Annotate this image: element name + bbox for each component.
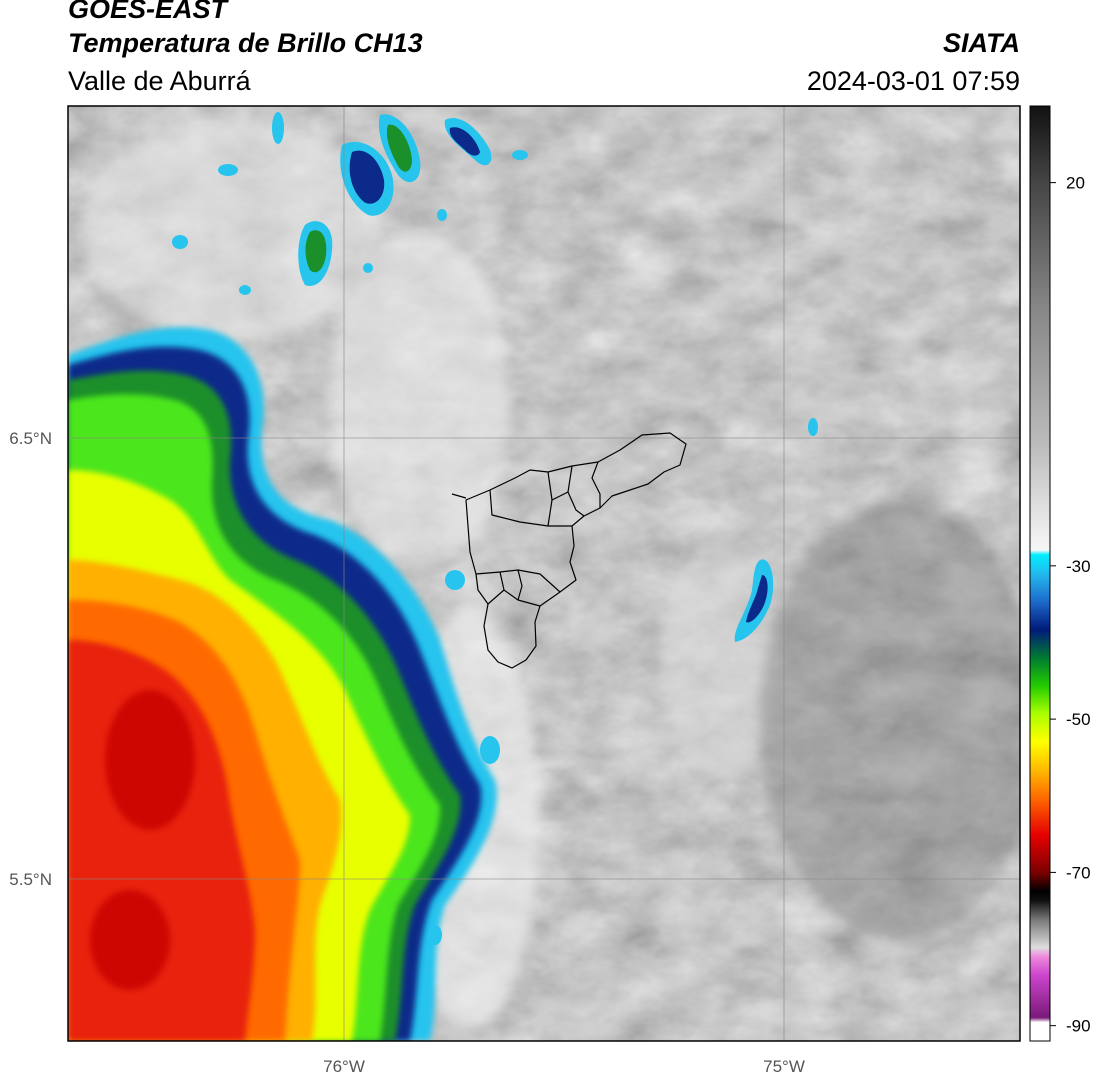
colorbar-tick-label: -50 — [1066, 710, 1091, 729]
colorbar-ticks: 20 -30 -50 -70 -90 — [1050, 174, 1091, 1036]
municipal-boundaries — [451, 432, 687, 669]
colorbar: 20 -30 -50 -70 -90 — [1029, 105, 1091, 1042]
colorbar-scale — [1029, 105, 1051, 1042]
organization-label: SIATA — [943, 28, 1020, 58]
lat-tick-6-5n: 6.5°N — [9, 429, 52, 448]
lat-tick-5-5n: 5.5°N — [9, 870, 52, 889]
eastern-cold-cells — [734, 418, 818, 642]
map-frame — [67, 105, 1021, 1042]
edge-cold-cells — [428, 570, 500, 945]
cold-cloud-cells — [172, 112, 528, 295]
colorbar-tick-label: -30 — [1066, 557, 1091, 576]
product-title: Temperatura de Brillo CH13 — [68, 28, 423, 58]
colorbar-tick-label: -90 — [1066, 1017, 1091, 1036]
colorbar-tick-label: 20 — [1066, 174, 1085, 193]
lon-tick-75w: 75°W — [763, 1057, 805, 1076]
graticule — [68, 106, 1020, 1041]
timestamp-label: 2024-03-01 07:59 — [806, 66, 1020, 96]
lon-tick-76w: 76°W — [323, 1057, 365, 1076]
region-subtitle: Valle de Aburrá — [68, 66, 251, 96]
brightness-temperature-field — [68, 106, 1020, 1041]
colorbar-tick-label: -70 — [1066, 863, 1091, 882]
satellite-title: GOES-EAST — [68, 0, 228, 24]
